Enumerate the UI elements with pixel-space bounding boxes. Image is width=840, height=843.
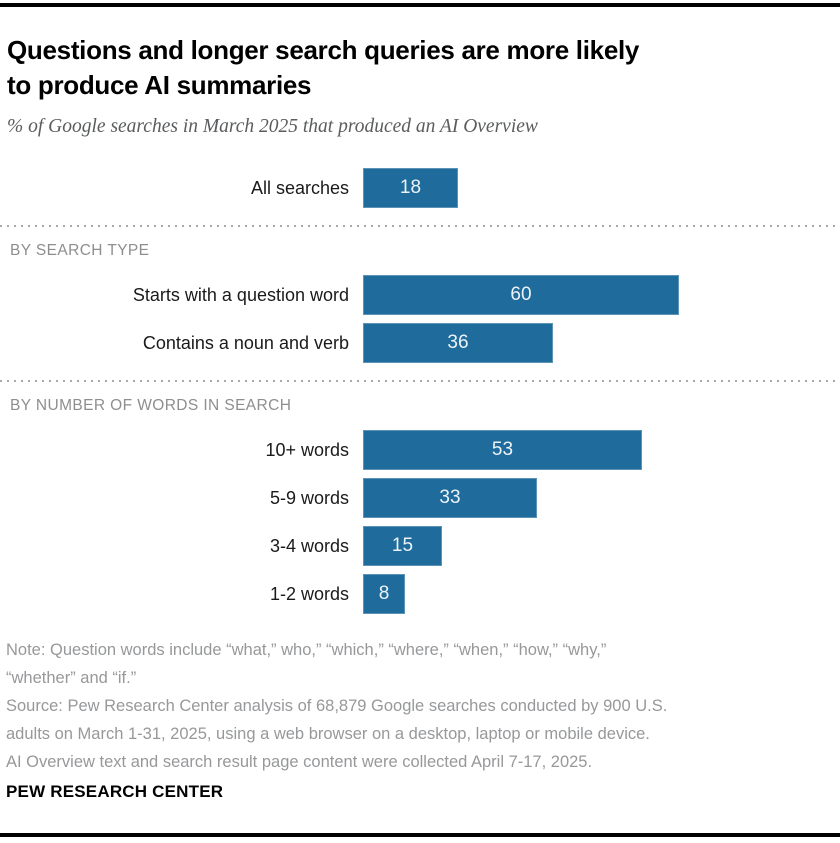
chart-subtitle: % of Google searches in March 2025 that … bbox=[7, 116, 538, 137]
bar-label: All searches bbox=[250, 177, 349, 198]
note-text: Note: Question words include “what,” who… bbox=[6, 641, 607, 687]
bar: 53 bbox=[363, 430, 642, 470]
bar: 8 bbox=[363, 574, 405, 614]
brand-footer: PEW RESEARCH CENTER bbox=[6, 782, 224, 801]
bar-chart: All searches 18 BY SEARCH TYPE Starts with … bbox=[0, 168, 840, 614]
bar-label: 3-4 words bbox=[269, 535, 349, 556]
bar-label: 1-2 words bbox=[269, 583, 349, 604]
bar-row: 5-9 words 33 bbox=[0, 478, 840, 518]
bar-value: 36 bbox=[447, 332, 469, 353]
bar-row: Starts with a question word 60 bbox=[0, 275, 840, 315]
bar: 36 bbox=[363, 323, 553, 363]
bar-row: 3-4 words 15 bbox=[0, 526, 840, 566]
bar-label: 5-9 words bbox=[269, 487, 349, 508]
bar-label: Starts with a question word bbox=[132, 284, 349, 305]
bar-row: 1-2 words 8 bbox=[0, 574, 840, 614]
chart-title: Questions and longer search queries are … bbox=[7, 35, 640, 100]
bar-row: 10+ words 53 bbox=[0, 430, 840, 470]
bar-label: 10+ words bbox=[265, 439, 349, 460]
bar-group: 10+ words 53 5-9 words 33 3-4 words 15 1-2 wor… bbox=[0, 430, 840, 614]
bar-value: 15 bbox=[391, 535, 414, 556]
bar-value: 8 bbox=[378, 583, 390, 604]
bar-value: 18 bbox=[399, 177, 422, 198]
bar-group: All searches 18 bbox=[0, 168, 840, 208]
bottom-rule bbox=[0, 833, 840, 837]
bar-label: Contains a noun and verb bbox=[142, 332, 349, 353]
bar-row: Contains a noun and verb 36 bbox=[0, 323, 840, 363]
bar-value: 33 bbox=[439, 487, 461, 508]
group-heading: BY NUMBER OF WORDS IN SEARCH bbox=[10, 397, 292, 414]
dotted-divider bbox=[0, 225, 840, 227]
dotted-divider bbox=[0, 380, 840, 382]
bar-row: All searches 18 bbox=[0, 168, 840, 208]
bar: 18 bbox=[363, 168, 458, 208]
bar-group: Starts with a question word 60 Contains a … bbox=[0, 275, 840, 363]
source-text: Source: Pew Research Center analysis of … bbox=[6, 697, 668, 771]
group-heading: BY SEARCH TYPE bbox=[10, 242, 150, 259]
bar-value: 60 bbox=[510, 284, 532, 305]
bar: 33 bbox=[363, 478, 537, 518]
bar-value: 53 bbox=[491, 439, 514, 460]
bar: 60 bbox=[363, 275, 679, 315]
bar: 15 bbox=[363, 526, 442, 566]
top-rule bbox=[0, 3, 840, 7]
